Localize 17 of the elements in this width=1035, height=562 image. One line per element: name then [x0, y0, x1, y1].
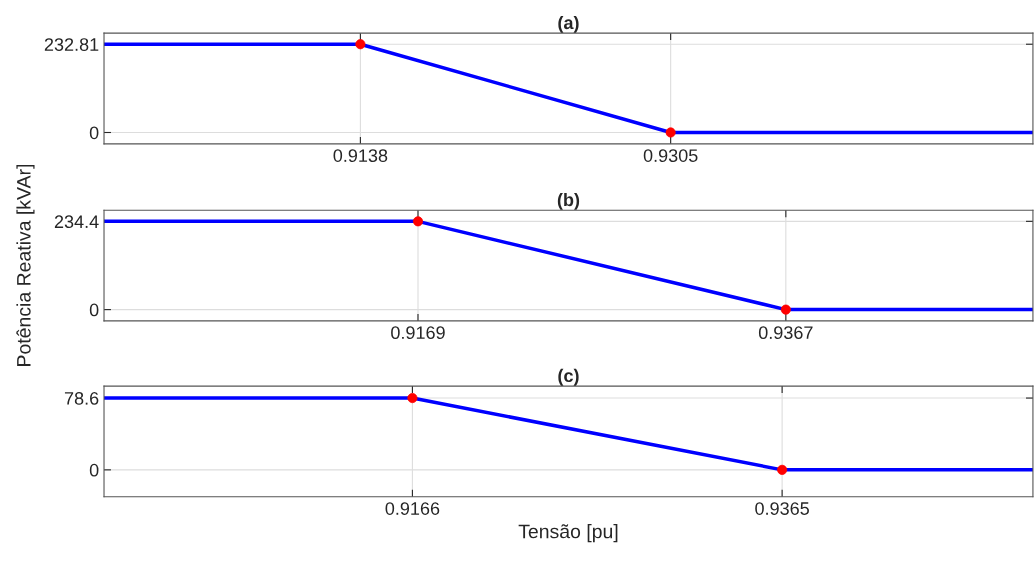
- y-tick-label: 0: [89, 463, 99, 477]
- x-tick-label: 0.9367: [758, 326, 813, 340]
- y-tick-label: 0: [89, 303, 99, 317]
- x-tick-label: 0.9166: [385, 502, 440, 515]
- y-axis-title: Potência Reativa [kVAr]: [16, 164, 35, 366]
- chart-title: (a): [558, 15, 579, 33]
- x-tick-label: 0.9305: [643, 149, 698, 162]
- x-tick-label: 0.9365: [755, 502, 809, 515]
- y-tick-label: 0: [89, 126, 99, 140]
- chart-title: (b): [557, 192, 580, 210]
- x-tick-label: 0.9169: [391, 326, 445, 340]
- y-tick-label: 232.81: [44, 38, 99, 51]
- y-tick-label: 234.4: [54, 215, 99, 229]
- x-tick-label: 0.9138: [333, 149, 388, 162]
- x-axis-title: Tensão [pu]: [518, 524, 618, 543]
- y-tick-label: 78.6: [64, 392, 99, 405]
- chart-title: (c): [558, 368, 579, 386]
